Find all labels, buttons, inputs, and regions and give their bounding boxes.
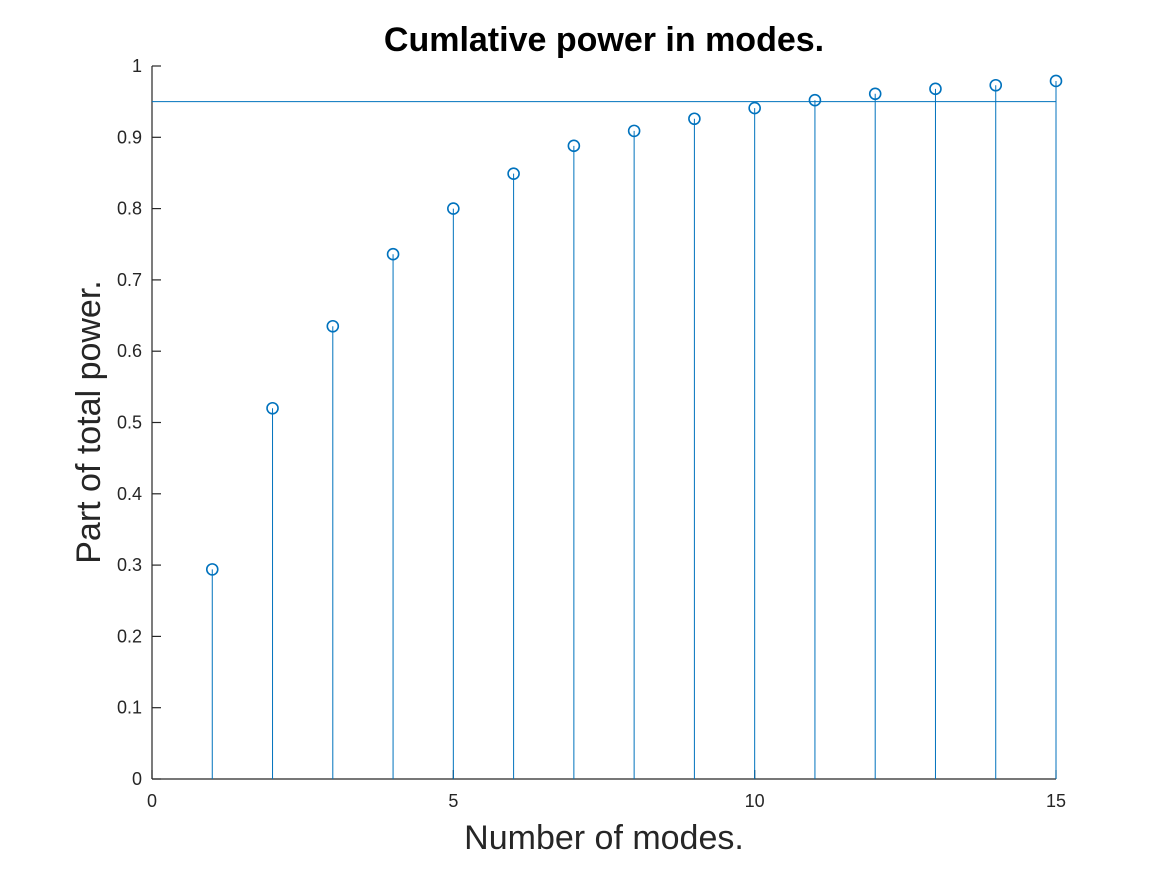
stem-marker <box>989 78 1003 92</box>
y-tick-label: 0.8 <box>117 199 142 219</box>
stem-marker <box>1049 74 1063 88</box>
stem-marker <box>205 563 219 576</box>
stem-marker <box>326 319 340 333</box>
stem-marker <box>567 139 581 153</box>
y-tick-label: 0.9 <box>117 127 142 147</box>
x-tick-label: 10 <box>745 791 765 811</box>
y-tick-label: 0.5 <box>117 413 142 433</box>
x-tick-label: 5 <box>448 791 458 811</box>
stem-marker <box>447 202 460 215</box>
y-tick-label: 0.3 <box>117 555 142 575</box>
y-tick-label: 0.4 <box>117 484 142 504</box>
x-axis-ticks: 0 5 10 15 <box>147 770 1066 811</box>
y-tick-label: 1 <box>132 56 142 76</box>
stem-marker <box>386 247 400 261</box>
plot-area <box>151 66 1056 780</box>
y-tick-label: 0 <box>132 769 142 789</box>
stem-marker <box>627 124 641 138</box>
stem-marker <box>929 82 942 96</box>
y-tick-label: 0.1 <box>117 698 142 718</box>
x-tick-label: 0 <box>147 791 157 811</box>
stem-marker <box>868 87 882 101</box>
stem-marker <box>507 167 520 180</box>
x-axis-label: Number of modes. <box>464 819 744 857</box>
stem-series <box>205 74 1063 779</box>
y-tick-label: 0.7 <box>117 270 142 290</box>
y-axis-label: Part of total power. <box>70 280 108 564</box>
stem-marker <box>808 93 822 107</box>
y-tick-label: 0.6 <box>117 341 142 361</box>
y-tick-label: 0.2 <box>117 626 142 646</box>
stem-marker <box>688 112 701 126</box>
y-axis-ticks: 0 0.1 0.2 0.3 0.4 0.5 0.6 0.7 0.8 0.9 1 <box>117 56 161 789</box>
stem-marker <box>266 401 279 415</box>
x-tick-label: 15 <box>1046 791 1066 811</box>
chart-title: Cumlative power in modes. <box>384 21 824 59</box>
stem-marker <box>748 101 761 115</box>
